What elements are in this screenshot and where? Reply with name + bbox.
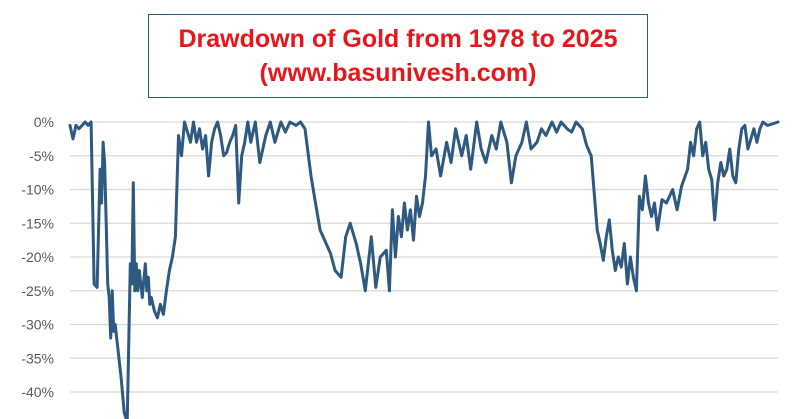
- chart-subtitle: (www.basunivesh.com): [259, 59, 537, 87]
- series-lines: [68, 120, 780, 419]
- y-tick-label: -20%: [21, 249, 54, 265]
- chart-title: Drawdown of Gold from 1978 to 2025: [178, 25, 618, 53]
- drawdown-line: [68, 120, 780, 419]
- y-tick-label: -5%: [29, 148, 54, 164]
- y-tick-label: -10%: [21, 182, 54, 198]
- y-tick-label: -40%: [21, 384, 54, 400]
- y-tick-label: -30%: [21, 317, 54, 333]
- y-tick-label: -25%: [21, 283, 54, 299]
- y-axis-tick-labels: 0% -5% -10% -15% -20% -25% -30% -35% -40% -45%: [21, 114, 54, 419]
- y-tick-label: -35%: [21, 350, 54, 366]
- y-tick-label: -45%: [21, 418, 54, 419]
- gridlines: [70, 121, 778, 393]
- y-tick-label: -15%: [21, 215, 54, 231]
- y-tick-label: 0%: [34, 114, 54, 130]
- chart-title-box: Drawdown of Gold from 1978 to 2025 (www.…: [148, 14, 648, 98]
